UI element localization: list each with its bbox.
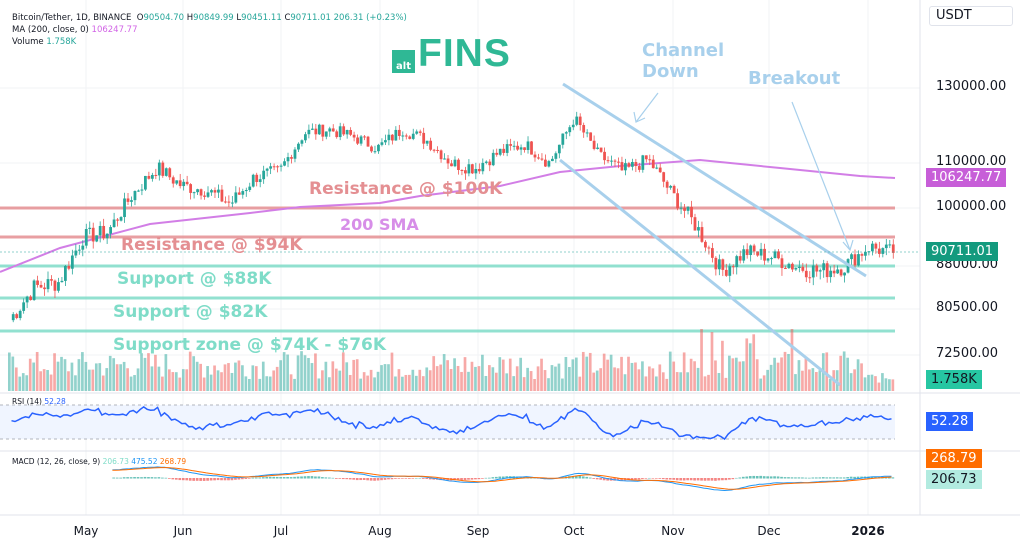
macd-histogram (112, 475, 895, 481)
currency-unit-button[interactable]: USDT (929, 6, 1013, 26)
ma-value: 106247.77 (91, 25, 138, 35)
altfins-logo: alt FINS (392, 32, 511, 75)
resistance-94k-label: Resistance @ $94K (121, 235, 303, 255)
rsi-tag: 52.28 (926, 412, 974, 431)
ohlc-row: Bitcoin/Tether, 1D, BINANCE O90504.70 H9… (12, 12, 407, 24)
logo-text: FINS (418, 32, 511, 75)
macd-hist-value: 206.73 (102, 457, 129, 466)
down-word: Down (642, 61, 699, 82)
channel-lower-line[interactable] (559, 158, 841, 387)
support-82k-label: Support @ $82K (113, 302, 268, 322)
rsi-line (11, 405, 892, 441)
volume-label: Volume (12, 37, 44, 47)
ma-price-tag: 106247.77 (926, 168, 1007, 187)
breakout-label: Breakout (748, 68, 841, 89)
volume-row: Volume 1.758K (12, 36, 407, 48)
low-label: L (236, 13, 242, 23)
macd-signal-value: 268.79 (159, 457, 187, 466)
change-value: 206.31 (+0.23%) (333, 13, 407, 23)
year-2026: 2026 (851, 524, 885, 538)
ma-label: MA (200, close, 0) (12, 25, 89, 35)
month-dec: Dec (757, 524, 781, 538)
volume-tag: 1.758K (926, 370, 982, 389)
month-jun: Jun (173, 524, 193, 538)
candles (11, 111, 895, 323)
macd-value: 475.52 (131, 457, 158, 466)
breakout-arrow (791, 101, 851, 251)
last-price-tag: 90711.01 (926, 242, 999, 261)
macd-label: MACD (12, 26, close, 9) (12, 457, 101, 466)
macd-signal-tag: 268.79 (926, 449, 982, 468)
open-value: 90504.70 (143, 13, 185, 23)
channel-down-label: Channel Down (642, 40, 724, 82)
support-88k-label: Support @ $88K (117, 269, 272, 289)
open-label: O (136, 13, 144, 23)
close-label: C (284, 13, 291, 23)
month-oct: Oct (563, 524, 585, 538)
channel-upper-line[interactable] (562, 82, 867, 278)
high-value: 90849.99 (193, 13, 234, 23)
price-label-80500: 80500.00 (936, 300, 999, 315)
resistance-100k-label: Resistance @ $100K (309, 179, 503, 199)
rsi-value: 52.28 (44, 397, 66, 406)
sma-label: 200 SMA (340, 215, 419, 234)
price-label-72500: 72500.00 (936, 346, 999, 361)
symbol-label: Bitcoin/Tether, 1D, BINANCE (12, 13, 132, 23)
rsi-legend: RSI (14) 52.28 (12, 397, 66, 406)
macd-legend: MACD (12, 26, close, 9) 206.73 475.52 26… (12, 457, 186, 466)
price-label-110000: 110000.00 (936, 154, 1007, 169)
channel-arrow (635, 92, 659, 123)
ma200-line (0, 158, 896, 273)
month-nov: Nov (661, 524, 685, 538)
price-label-100000: 100000.00 (936, 199, 1007, 214)
chart-legend: Bitcoin/Tether, 1D, BINANCE O90504.70 H9… (12, 12, 407, 48)
price-label-130000: 130000.00 (936, 79, 1007, 94)
macd-hist-tag: 206.73 (926, 470, 982, 489)
support-zone-label: Support zone @ $74K - $76K (113, 335, 387, 355)
channel-word: Channel (642, 40, 725, 61)
low-value: 90451.11 (241, 13, 282, 23)
logo-box: alt (392, 50, 415, 73)
volume-value: 1.758K (46, 37, 77, 47)
close-value: 90711.01 (290, 13, 331, 23)
month-may: May (73, 524, 99, 538)
month-sep: Sep (466, 524, 490, 538)
month-jul: Jul (273, 524, 289, 538)
rsi-band (0, 405, 895, 439)
high-label: H (186, 13, 194, 23)
ma-row: MA (200, close, 0) 106247.77 (12, 24, 407, 36)
rsi-label: RSI (14) (12, 397, 42, 406)
macd-line (112, 466, 892, 492)
signal-line (112, 467, 892, 490)
month-aug: Aug (368, 524, 392, 538)
